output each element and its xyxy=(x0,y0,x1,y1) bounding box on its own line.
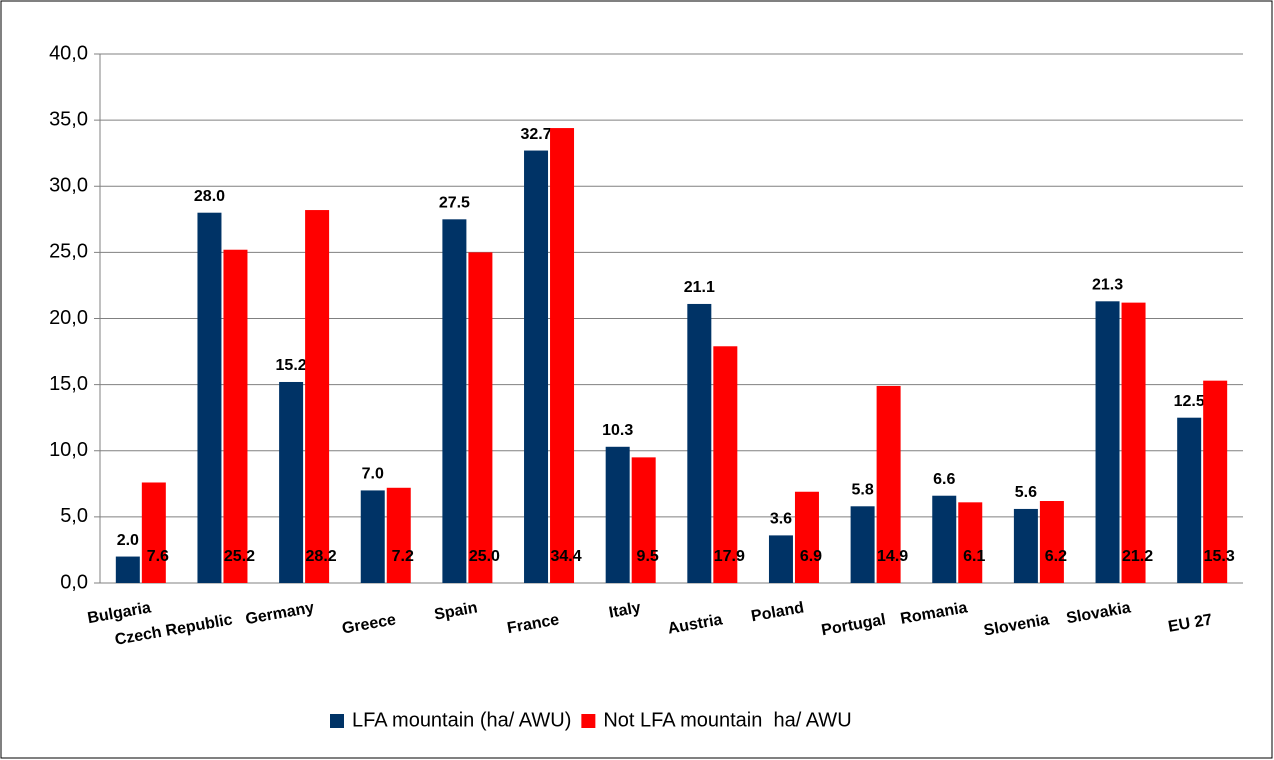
data-label: 10.3 xyxy=(602,422,633,439)
data-label: 6.9 xyxy=(800,548,822,565)
bar xyxy=(1039,501,1064,583)
bar xyxy=(442,219,467,583)
data-label: 7.0 xyxy=(362,466,384,483)
bar xyxy=(850,506,875,583)
data-label: 28.2 xyxy=(306,548,337,565)
bar xyxy=(550,128,575,583)
legend-swatch xyxy=(330,714,344,728)
bar xyxy=(932,495,957,583)
data-label: 6.2 xyxy=(1045,548,1067,565)
data-label: 17.9 xyxy=(714,548,745,565)
data-label: 34.4 xyxy=(550,548,581,565)
data-label: 21.3 xyxy=(1092,277,1123,294)
legend-label: Not LFA mountain ha/ AWU xyxy=(603,709,851,731)
data-label: 7.6 xyxy=(147,548,169,565)
y-tick-label: 40,0 xyxy=(49,42,88,64)
y-tick-label: 20,0 xyxy=(49,307,88,329)
bar xyxy=(360,490,385,583)
bar xyxy=(386,487,411,583)
bar xyxy=(1177,417,1202,583)
bar xyxy=(1095,301,1120,583)
bar xyxy=(1013,508,1038,583)
data-label: 5.8 xyxy=(851,482,873,499)
bar xyxy=(1203,380,1228,583)
data-label: 25.0 xyxy=(469,548,500,565)
data-label: 12.5 xyxy=(1174,393,1205,410)
y-tick-label: 10,0 xyxy=(49,439,88,461)
data-label: 21.1 xyxy=(684,279,715,296)
bar xyxy=(197,212,222,583)
data-label: 25.2 xyxy=(224,548,255,565)
data-label: 15.3 xyxy=(1204,548,1235,565)
bar xyxy=(768,535,793,583)
bar xyxy=(279,381,304,583)
bar xyxy=(713,346,738,583)
bar xyxy=(631,457,656,583)
bar xyxy=(876,385,901,583)
y-tick-label: 25,0 xyxy=(49,241,88,263)
bar xyxy=(687,303,712,583)
y-tick-label: 0,0 xyxy=(60,571,88,593)
data-label: 7.2 xyxy=(392,548,414,565)
legend-label: LFA mountain (ha/ AWU) xyxy=(352,709,571,731)
y-tick-label: 5,0 xyxy=(60,505,88,527)
bar xyxy=(141,482,166,583)
bar xyxy=(524,150,549,584)
data-label: 32.7 xyxy=(520,126,551,143)
y-tick-label: 30,0 xyxy=(49,175,88,197)
data-label: 9.5 xyxy=(637,548,659,565)
bar xyxy=(958,502,983,583)
data-label: 15.2 xyxy=(276,357,307,374)
data-label: 21.2 xyxy=(1122,548,1153,565)
data-label: 5.6 xyxy=(1015,484,1037,501)
data-label: 6.6 xyxy=(933,471,955,488)
bar xyxy=(794,491,819,583)
data-label: 3.6 xyxy=(770,511,792,528)
y-tick-label: 15,0 xyxy=(49,373,88,395)
bar xyxy=(468,252,493,583)
data-label: 28.0 xyxy=(194,188,225,205)
bar xyxy=(223,249,248,584)
bar xyxy=(305,210,330,583)
bar xyxy=(115,556,140,583)
data-label: 27.5 xyxy=(439,195,470,212)
y-tick-label: 35,0 xyxy=(49,108,88,130)
data-label: 14.9 xyxy=(877,548,908,565)
bar xyxy=(605,446,630,583)
x-tick-label: Italy xyxy=(608,599,643,621)
bar xyxy=(1121,302,1146,583)
data-label: 6.1 xyxy=(963,548,985,565)
legend-swatch xyxy=(581,714,596,728)
data-label: 2.0 xyxy=(117,532,139,549)
